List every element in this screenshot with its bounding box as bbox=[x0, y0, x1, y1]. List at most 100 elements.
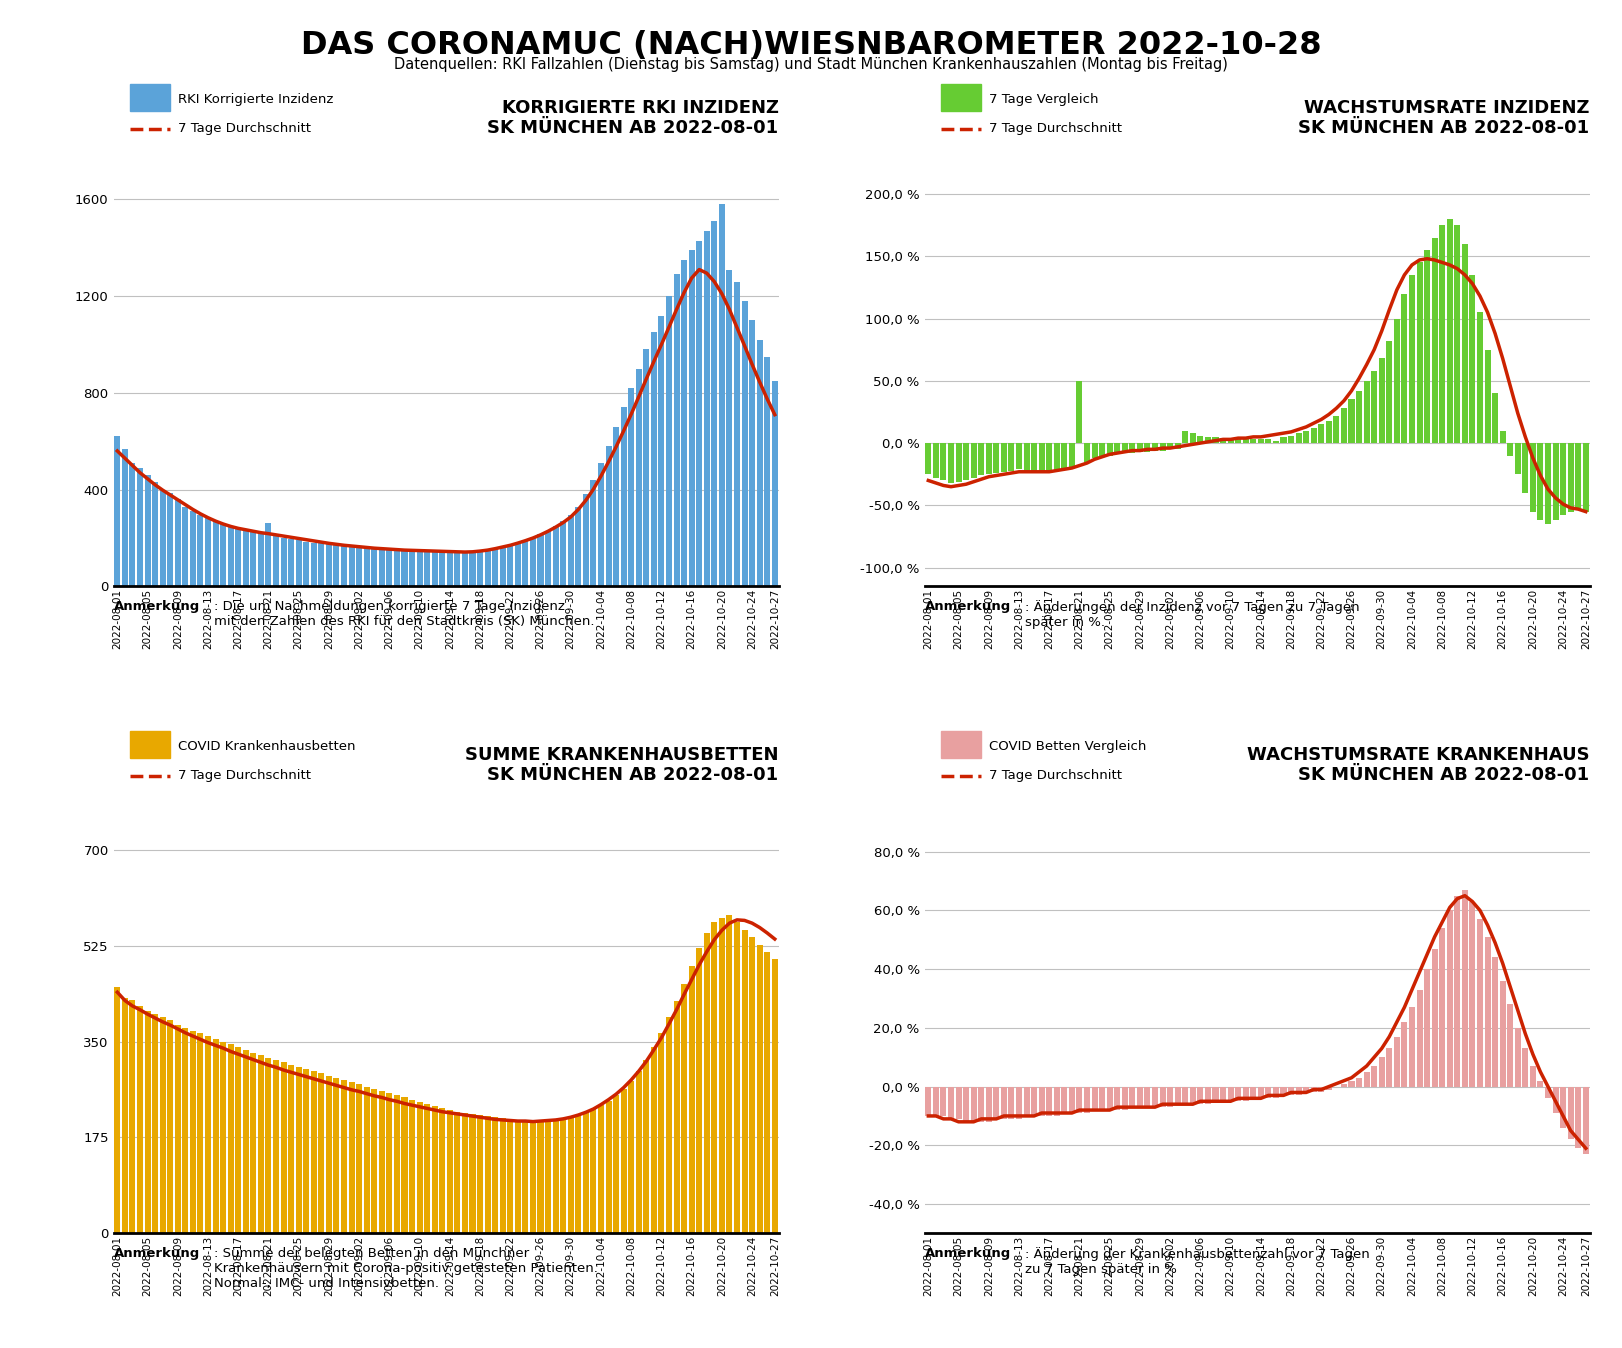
Bar bbox=[1356, 391, 1362, 443]
Bar bbox=[221, 523, 225, 586]
Bar bbox=[122, 998, 128, 1233]
Bar bbox=[1257, 1086, 1264, 1099]
Bar bbox=[1251, 1086, 1257, 1099]
Bar bbox=[514, 543, 521, 586]
Text: : Änderung der Krankenhausbettenzahl vor 7 Tagen
zu 7 Tagen später in %: : Änderung der Krankenhausbettenzahl vor… bbox=[1025, 1247, 1371, 1275]
Bar bbox=[159, 1016, 165, 1233]
Bar bbox=[500, 546, 506, 586]
Bar bbox=[1432, 237, 1437, 443]
Bar bbox=[469, 1113, 475, 1233]
Bar bbox=[334, 1078, 339, 1233]
Bar bbox=[272, 1060, 279, 1233]
Bar bbox=[167, 493, 174, 586]
Bar bbox=[1552, 443, 1559, 520]
Bar bbox=[704, 231, 710, 586]
Bar bbox=[485, 1116, 490, 1233]
Bar bbox=[386, 1093, 393, 1233]
Bar bbox=[114, 987, 120, 1233]
Bar bbox=[712, 221, 717, 586]
Bar bbox=[1311, 1086, 1317, 1092]
Bar bbox=[1515, 1027, 1521, 1086]
Bar bbox=[993, 443, 999, 473]
Bar bbox=[749, 937, 756, 1233]
Bar bbox=[326, 1076, 333, 1233]
Bar bbox=[1129, 1086, 1135, 1107]
Bar bbox=[1152, 1086, 1158, 1107]
Bar bbox=[1077, 1086, 1082, 1113]
Bar bbox=[1228, 1086, 1234, 1101]
Bar bbox=[1538, 1081, 1544, 1086]
Bar bbox=[1401, 294, 1408, 443]
Bar bbox=[1341, 1084, 1346, 1086]
Bar bbox=[1492, 394, 1499, 443]
Bar bbox=[628, 1081, 634, 1233]
Bar bbox=[1424, 249, 1431, 443]
Bar bbox=[1356, 1078, 1362, 1086]
Bar bbox=[1197, 1086, 1204, 1104]
Bar bbox=[258, 1055, 264, 1233]
Bar bbox=[446, 551, 453, 586]
Bar bbox=[659, 315, 665, 586]
Bar bbox=[644, 1060, 649, 1233]
Bar bbox=[1092, 1086, 1098, 1109]
Bar bbox=[1371, 1066, 1377, 1086]
Bar bbox=[613, 1096, 620, 1233]
Bar bbox=[1015, 443, 1022, 469]
Bar bbox=[1447, 218, 1453, 443]
Bar bbox=[689, 251, 694, 586]
Text: Anmerkung: Anmerkung bbox=[114, 600, 200, 613]
Bar bbox=[659, 1033, 665, 1233]
Bar bbox=[1583, 443, 1590, 512]
Bar bbox=[1515, 443, 1521, 474]
Text: 7 Tage Durchschnitt: 7 Tage Durchschnitt bbox=[178, 123, 311, 135]
Bar bbox=[1507, 1004, 1513, 1086]
Bar bbox=[1530, 443, 1536, 512]
Bar bbox=[341, 1080, 347, 1233]
Bar bbox=[522, 1122, 529, 1233]
Bar bbox=[545, 531, 551, 586]
Bar bbox=[1129, 443, 1135, 453]
Bar bbox=[250, 531, 256, 586]
Bar bbox=[1364, 1072, 1369, 1086]
Bar bbox=[1470, 275, 1476, 443]
Bar bbox=[704, 933, 710, 1233]
Bar bbox=[423, 1104, 430, 1233]
Bar bbox=[1478, 919, 1483, 1086]
Bar bbox=[1575, 443, 1581, 508]
Bar bbox=[1523, 443, 1528, 493]
Bar bbox=[1560, 443, 1567, 515]
Bar bbox=[190, 1031, 196, 1233]
Bar bbox=[1160, 1086, 1166, 1107]
Bar bbox=[741, 301, 748, 586]
Bar bbox=[341, 546, 347, 586]
Bar bbox=[175, 1024, 180, 1233]
Text: KORRIGIERTE RKI INZIDENZ
SK MÜNCHEN AB 2022-08-01: KORRIGIERTE RKI INZIDENZ SK MÜNCHEN AB 2… bbox=[488, 98, 779, 137]
Bar bbox=[605, 1101, 611, 1233]
Bar bbox=[1432, 949, 1437, 1086]
Bar bbox=[349, 1082, 355, 1233]
Bar bbox=[152, 483, 157, 586]
Bar bbox=[417, 551, 423, 586]
Bar bbox=[1213, 437, 1218, 443]
Bar bbox=[266, 523, 271, 586]
Bar bbox=[719, 205, 725, 586]
Bar bbox=[500, 1119, 506, 1233]
Bar bbox=[363, 547, 370, 586]
Bar bbox=[159, 489, 165, 586]
Bar bbox=[1439, 927, 1445, 1086]
Bar bbox=[735, 282, 740, 586]
Bar bbox=[650, 333, 657, 586]
Bar bbox=[941, 443, 947, 480]
Bar bbox=[1213, 1086, 1218, 1101]
Bar bbox=[402, 1097, 407, 1233]
Bar bbox=[243, 1050, 248, 1233]
Bar bbox=[1023, 1086, 1030, 1116]
Bar bbox=[741, 930, 748, 1233]
Bar bbox=[681, 260, 688, 586]
Bar bbox=[560, 522, 566, 586]
Bar bbox=[1046, 443, 1053, 472]
Bar bbox=[462, 553, 469, 586]
Bar bbox=[1567, 443, 1573, 512]
Bar bbox=[431, 551, 438, 586]
Bar bbox=[1061, 1086, 1067, 1113]
